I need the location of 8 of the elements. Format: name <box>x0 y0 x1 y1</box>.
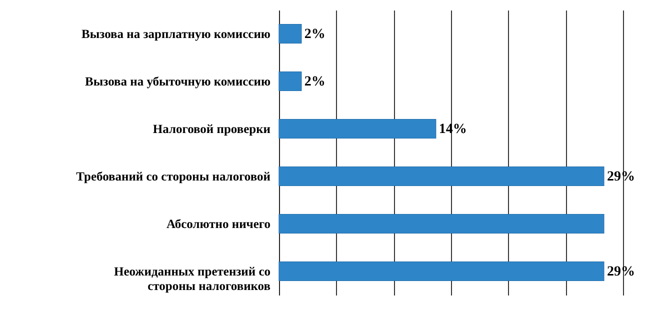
y-tick-label: Абсолютно ничего <box>166 216 270 231</box>
data-label: 2% <box>304 26 326 42</box>
y-tick-label: Неожиданных претензий со стороны налоговиков <box>114 264 271 293</box>
data-label: 2% <box>304 74 326 90</box>
y-tick-label: Налоговой проверки <box>152 122 270 136</box>
y-tick-label: Вызова на убыточную комиссию <box>85 74 271 88</box>
y-tick-label: Требований со стороны налоговой <box>76 169 270 184</box>
y-tick-label: Вызова на зарплатную комиссию <box>82 26 271 41</box>
